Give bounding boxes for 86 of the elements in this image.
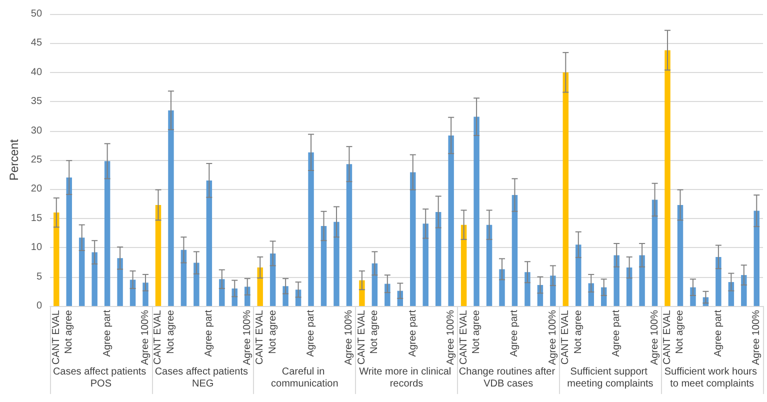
bar <box>104 161 110 306</box>
bar <box>576 244 582 306</box>
bar <box>78 238 85 306</box>
text: Cases affect patients NEG <box>154 366 251 390</box>
bar <box>486 224 492 306</box>
bar <box>639 255 645 306</box>
bar <box>168 110 174 306</box>
bar <box>117 258 123 306</box>
bar <box>499 269 505 306</box>
bar <box>562 72 569 306</box>
x-tick-label: Agree part <box>102 310 113 357</box>
x-tick-label: Not agree <box>674 310 686 354</box>
text: Sufficient support meeting complaints <box>567 366 654 390</box>
x-tick-label: Agree part <box>407 310 418 357</box>
bar <box>550 276 556 306</box>
text: Write more in clinical records <box>359 366 454 390</box>
y-tick-label: 25 <box>30 154 42 166</box>
y-tick-label: 40 <box>30 66 42 78</box>
y-tick-label: 35 <box>30 96 42 108</box>
bar <box>155 204 162 306</box>
y-tick-label: 20 <box>30 184 42 195</box>
bar <box>652 200 658 306</box>
x-tick-label: Agree 100% <box>344 310 355 366</box>
bar <box>512 195 518 306</box>
bar <box>180 250 187 306</box>
x-tick-label: CANT EVAL <box>254 310 266 365</box>
bar <box>257 267 263 306</box>
x-tick-label: CANT EVAL <box>152 310 164 365</box>
x-tick-label: Agree 100% <box>242 310 253 366</box>
x-tick-label: Agree part <box>712 310 724 357</box>
x-tick-label: Not agree <box>369 310 380 354</box>
bar <box>677 204 684 306</box>
y-tick-label: 5 <box>36 271 42 282</box>
text: Sufficient work hours to meet complaints <box>664 366 760 390</box>
bar <box>716 256 722 306</box>
x-tick-label: Not agree <box>572 310 584 354</box>
bar <box>194 262 200 306</box>
x-tick-label: CANT EVAL <box>356 310 368 365</box>
x-tick-label: CANT EVAL <box>50 310 62 365</box>
x-tick-label: Agree part <box>509 310 520 357</box>
x-tick-label: Agree part <box>611 310 622 357</box>
x-tick-label: Agree 100% <box>649 310 660 366</box>
x-tick-label: Not agree <box>267 310 278 354</box>
bar <box>320 226 327 306</box>
x-tick-label: Agree 100% <box>751 310 762 366</box>
x-tick-label: Not agree <box>64 310 75 354</box>
bar <box>270 253 276 306</box>
y-tick-label: 10 <box>30 242 42 254</box>
x-tick-label: CANT EVAL <box>662 310 674 365</box>
y-tick-label: 30 <box>30 125 42 136</box>
x-tick-label: Agree part <box>204 310 215 357</box>
text: Cases affect patients POS <box>52 366 149 390</box>
x-tick-label: CANT EVAL <box>458 310 470 365</box>
x-tick-label: Agree 100% <box>547 310 558 366</box>
x-tick-label: Agree part <box>306 310 317 357</box>
bar <box>92 252 98 306</box>
bar <box>54 212 60 306</box>
bar <box>614 255 620 306</box>
x-tick-label: Not agree <box>165 310 176 354</box>
bar <box>359 280 365 306</box>
y-tick-label: 45 <box>30 38 42 49</box>
bar <box>422 224 428 306</box>
x-tick-label: CANT EVAL <box>560 310 572 365</box>
bar <box>410 172 416 306</box>
bar <box>741 275 747 306</box>
text: Careful in communication <box>271 366 338 390</box>
bar <box>664 50 670 306</box>
bar <box>308 152 314 306</box>
bar <box>524 272 530 306</box>
y-axis-title: Percent <box>7 138 21 181</box>
bar <box>448 135 454 306</box>
y-tick-label: 0 <box>36 300 42 312</box>
bar <box>474 116 480 306</box>
bar <box>206 180 212 306</box>
text: Change routines after VDB cases <box>458 366 558 390</box>
x-tick-label: Agree 100% <box>446 310 457 366</box>
y-tick-label: 15 <box>30 212 42 224</box>
bar <box>334 222 340 306</box>
bar <box>346 164 352 306</box>
bar <box>754 210 760 306</box>
x-tick-label: Agree 100% <box>140 310 152 366</box>
bar <box>460 224 467 306</box>
bar <box>66 178 72 306</box>
y-tick-label: 50 <box>30 8 42 20</box>
bar <box>435 212 442 306</box>
x-tick-label: Not agree <box>471 310 482 354</box>
